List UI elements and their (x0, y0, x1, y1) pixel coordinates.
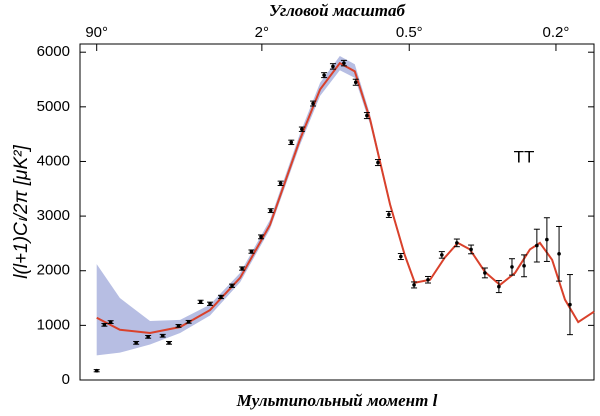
plot-frame (79, 43, 595, 381)
data-point (331, 64, 335, 69)
annotation: TT (514, 147, 535, 166)
data-point (322, 73, 326, 77)
data-point (278, 181, 283, 186)
data-point (387, 212, 391, 217)
data-point (353, 80, 358, 85)
data-point (249, 249, 254, 254)
data-point (108, 320, 113, 324)
data-point (176, 324, 181, 328)
y-tick-label: 6000 (37, 43, 70, 60)
y-tick-label: 5000 (37, 98, 70, 115)
data-point (102, 323, 107, 327)
data-point (94, 368, 99, 373)
data-point (568, 302, 572, 307)
top-tick-label: 0.5° (396, 24, 423, 41)
data-point (399, 254, 403, 259)
data-point (240, 266, 244, 271)
data-point (300, 127, 304, 132)
y-tick-label: 3000 (37, 207, 70, 224)
data-point (376, 160, 380, 165)
model-curve (96, 61, 595, 335)
data-point (483, 271, 487, 275)
data-point (522, 264, 526, 268)
top-tick-label: 2° (255, 24, 269, 41)
data-point (289, 140, 294, 145)
data-point (412, 283, 416, 287)
y-tick-label: 4000 (37, 152, 70, 169)
data-point (134, 341, 138, 345)
y-tick-label: 2000 (37, 262, 70, 279)
data-point (230, 283, 234, 288)
top-tick-label: 90° (85, 24, 108, 41)
y-tick-label: 0 (62, 371, 70, 388)
data-point (455, 241, 459, 245)
data-point (219, 295, 223, 299)
cosmic-variance-band (96, 56, 405, 356)
top-tick-label: 0.2° (543, 24, 570, 41)
data-point (186, 320, 191, 324)
data-point (535, 243, 539, 248)
data-point (167, 341, 171, 345)
y-axis-label: l(l+1)Cₗ/2π [μK²] (11, 145, 32, 279)
top-axis-label: Угловой масштаб (269, 1, 406, 20)
data-point (510, 265, 514, 269)
data-point (497, 284, 501, 289)
data-point (268, 208, 273, 213)
data-point (440, 253, 444, 257)
data-point (557, 251, 561, 256)
data-point (146, 335, 150, 339)
data-point (311, 101, 315, 106)
data-point (426, 277, 430, 282)
data-point (198, 300, 203, 304)
x-axis-label: Мультипольный момент l (236, 391, 438, 410)
data-point (469, 247, 473, 252)
data-point (160, 333, 165, 338)
data-point (259, 235, 263, 239)
data-point (208, 301, 212, 306)
data-point (365, 113, 369, 118)
y-tick-label: 1000 (37, 316, 70, 333)
data-point (342, 61, 346, 65)
data-point (545, 237, 549, 242)
